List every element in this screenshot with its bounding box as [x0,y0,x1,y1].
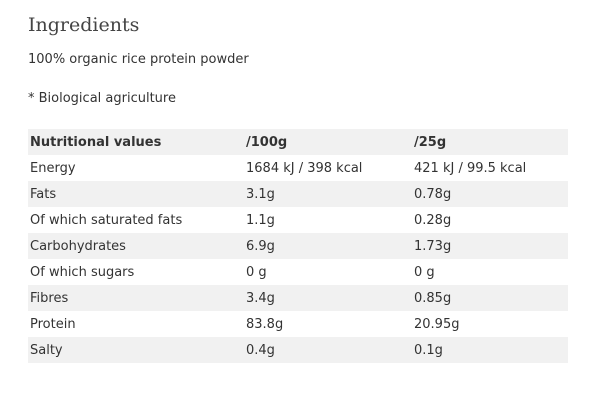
table-cell: 0.4g [246,342,275,358]
header-row: Nutritional values/100g/25g [28,129,568,155]
table-row: Carbohydrates 6.9g 1.73g [28,233,568,259]
table-row: Fibres 3.4g 0.85g [28,285,568,311]
table-cell: Fats [30,186,57,202]
table-cell: 0.85g [414,290,452,306]
table-cell: Carbohydrates [30,238,126,254]
header-cell: Nutritional values [30,134,162,150]
table-cell: 6.9g [246,238,275,254]
table-cell: 421 kJ / 99.5 kcal [414,160,527,176]
table-cell: 0.1g [414,342,443,358]
table-cell: 3.4g [246,290,275,306]
table-cell: Of which sugars [30,264,135,280]
title: Ingredients [28,14,140,36]
table-cell: Of which saturated fats [30,212,183,228]
table-cell: 1684 kJ / 398 kcal [246,160,363,176]
table-row: Of which saturated fats 1.1g 0.28g [28,207,568,233]
table-cell: 0 g [246,264,267,280]
table-cell: 0.28g [414,212,452,228]
table-row: Fats 3.1g 0.78g [28,181,568,207]
table-row: Protein 83.8g 20.95g [28,311,568,337]
table-cell: 83.8g [246,316,284,332]
table-cell: 1.1g [246,212,275,228]
table-cell: 0 g [414,264,435,280]
table-cell: 20.95g [414,316,460,332]
header-cell: /100g [246,134,288,150]
table-cell: Protein [30,316,76,332]
header-cell: /25g [414,134,447,150]
table-cell: 1.73g [414,238,452,254]
table-row: Energy 1684 kJ / 398 kcal 421 kJ / 99.5 kc… [28,155,568,181]
table-cell: 3.1g [246,186,275,202]
table-row: Of which sugars 0 g 0 g [28,259,568,285]
ingredient-line: 100% organic rice protein powder [28,52,249,67]
nutrition-table: Nutritional values/100g/25g Energy 1684 k… [28,129,568,363]
table-cell: Fibres [30,290,69,306]
table-cell: 0.78g [414,186,452,202]
table-cell: Energy [30,160,76,176]
ingredient-note: * Biological agriculture [28,91,176,106]
table-row: Salty 0.4g 0.1g [28,337,568,363]
table-cell: Salty [30,342,63,358]
